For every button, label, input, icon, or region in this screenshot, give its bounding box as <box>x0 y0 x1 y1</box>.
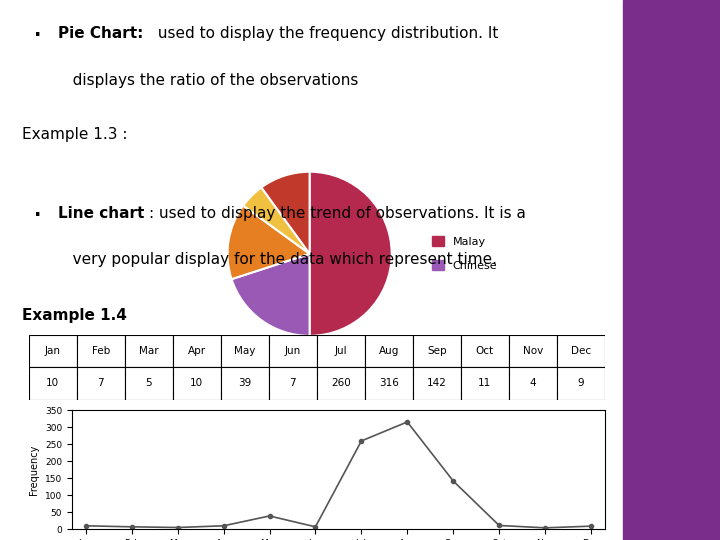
Text: Line chart: Line chart <box>58 206 145 221</box>
Text: 9: 9 <box>577 379 584 388</box>
Text: 4: 4 <box>529 379 536 388</box>
FancyBboxPatch shape <box>269 335 317 367</box>
Text: Mar: Mar <box>139 346 158 356</box>
Text: Feb: Feb <box>91 346 110 356</box>
FancyBboxPatch shape <box>365 335 413 367</box>
Text: : used to display the trend of observations. It is a: : used to display the trend of observati… <box>149 206 526 221</box>
Wedge shape <box>243 187 310 254</box>
Text: Sep: Sep <box>427 346 446 356</box>
Text: 142: 142 <box>427 379 446 388</box>
Text: 39: 39 <box>238 379 251 388</box>
Text: Apr: Apr <box>188 346 206 356</box>
Legend: Malay, Chinese: Malay, Chinese <box>428 232 502 276</box>
FancyBboxPatch shape <box>413 367 461 400</box>
FancyBboxPatch shape <box>557 335 605 367</box>
FancyBboxPatch shape <box>29 335 77 367</box>
Text: Oct: Oct <box>476 346 494 356</box>
FancyBboxPatch shape <box>413 335 461 367</box>
FancyBboxPatch shape <box>317 367 365 400</box>
FancyBboxPatch shape <box>509 367 557 400</box>
FancyBboxPatch shape <box>221 335 269 367</box>
Text: Jun: Jun <box>284 346 301 356</box>
Text: May: May <box>234 346 256 356</box>
Text: Jul: Jul <box>335 346 347 356</box>
Wedge shape <box>228 206 310 279</box>
Text: 5: 5 <box>145 379 152 388</box>
Wedge shape <box>261 172 310 254</box>
Text: Nov: Nov <box>523 346 543 356</box>
FancyBboxPatch shape <box>77 367 125 400</box>
Text: 7: 7 <box>97 379 104 388</box>
Y-axis label: Frequency: Frequency <box>30 444 40 495</box>
Text: Jan: Jan <box>45 346 60 356</box>
FancyBboxPatch shape <box>173 335 221 367</box>
FancyBboxPatch shape <box>317 335 365 367</box>
Text: 316: 316 <box>379 379 399 388</box>
FancyBboxPatch shape <box>557 367 605 400</box>
Text: displays the ratio of the observations: displays the ratio of the observations <box>58 73 359 88</box>
FancyBboxPatch shape <box>125 335 173 367</box>
FancyBboxPatch shape <box>365 367 413 400</box>
Text: 260: 260 <box>331 379 351 388</box>
FancyBboxPatch shape <box>125 367 173 400</box>
Text: 7: 7 <box>289 379 296 388</box>
Text: Aug: Aug <box>379 346 399 356</box>
FancyBboxPatch shape <box>173 367 221 400</box>
FancyBboxPatch shape <box>461 335 509 367</box>
Wedge shape <box>232 254 310 336</box>
Text: very popular display for the data which represent time.: very popular display for the data which … <box>58 252 498 267</box>
Text: Dec: Dec <box>571 346 591 356</box>
FancyBboxPatch shape <box>269 367 317 400</box>
Text: Example 1.4: Example 1.4 <box>22 308 127 322</box>
Text: Example 1.3 :: Example 1.3 : <box>22 127 127 143</box>
FancyBboxPatch shape <box>509 335 557 367</box>
Text: ·: · <box>34 206 41 225</box>
FancyBboxPatch shape <box>461 367 509 400</box>
FancyBboxPatch shape <box>77 335 125 367</box>
Text: Pie Chart:: Pie Chart: <box>58 26 144 42</box>
Text: used to display the frequency distribution. It: used to display the frequency distributi… <box>153 26 498 42</box>
Text: ·: · <box>34 26 41 45</box>
Text: 10: 10 <box>46 379 59 388</box>
Wedge shape <box>310 172 392 336</box>
FancyBboxPatch shape <box>221 367 269 400</box>
Text: 10: 10 <box>190 379 203 388</box>
FancyBboxPatch shape <box>29 367 77 400</box>
Text: 11: 11 <box>478 379 492 388</box>
